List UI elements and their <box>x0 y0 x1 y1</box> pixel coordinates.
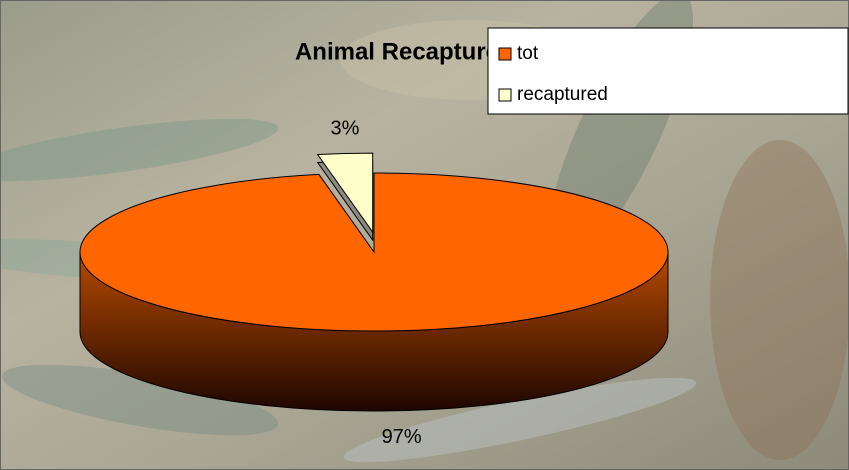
legend-box <box>487 27 849 115</box>
legend-label: recaptured <box>517 84 608 105</box>
legend-swatch <box>498 88 512 102</box>
pie-slice <box>316 152 374 234</box>
pie-slice <box>79 172 669 332</box>
legend-label: tot <box>517 43 539 64</box>
data-label: 3% <box>331 118 360 140</box>
legend-swatch <box>498 47 512 61</box>
data-label: 97% <box>382 426 422 448</box>
